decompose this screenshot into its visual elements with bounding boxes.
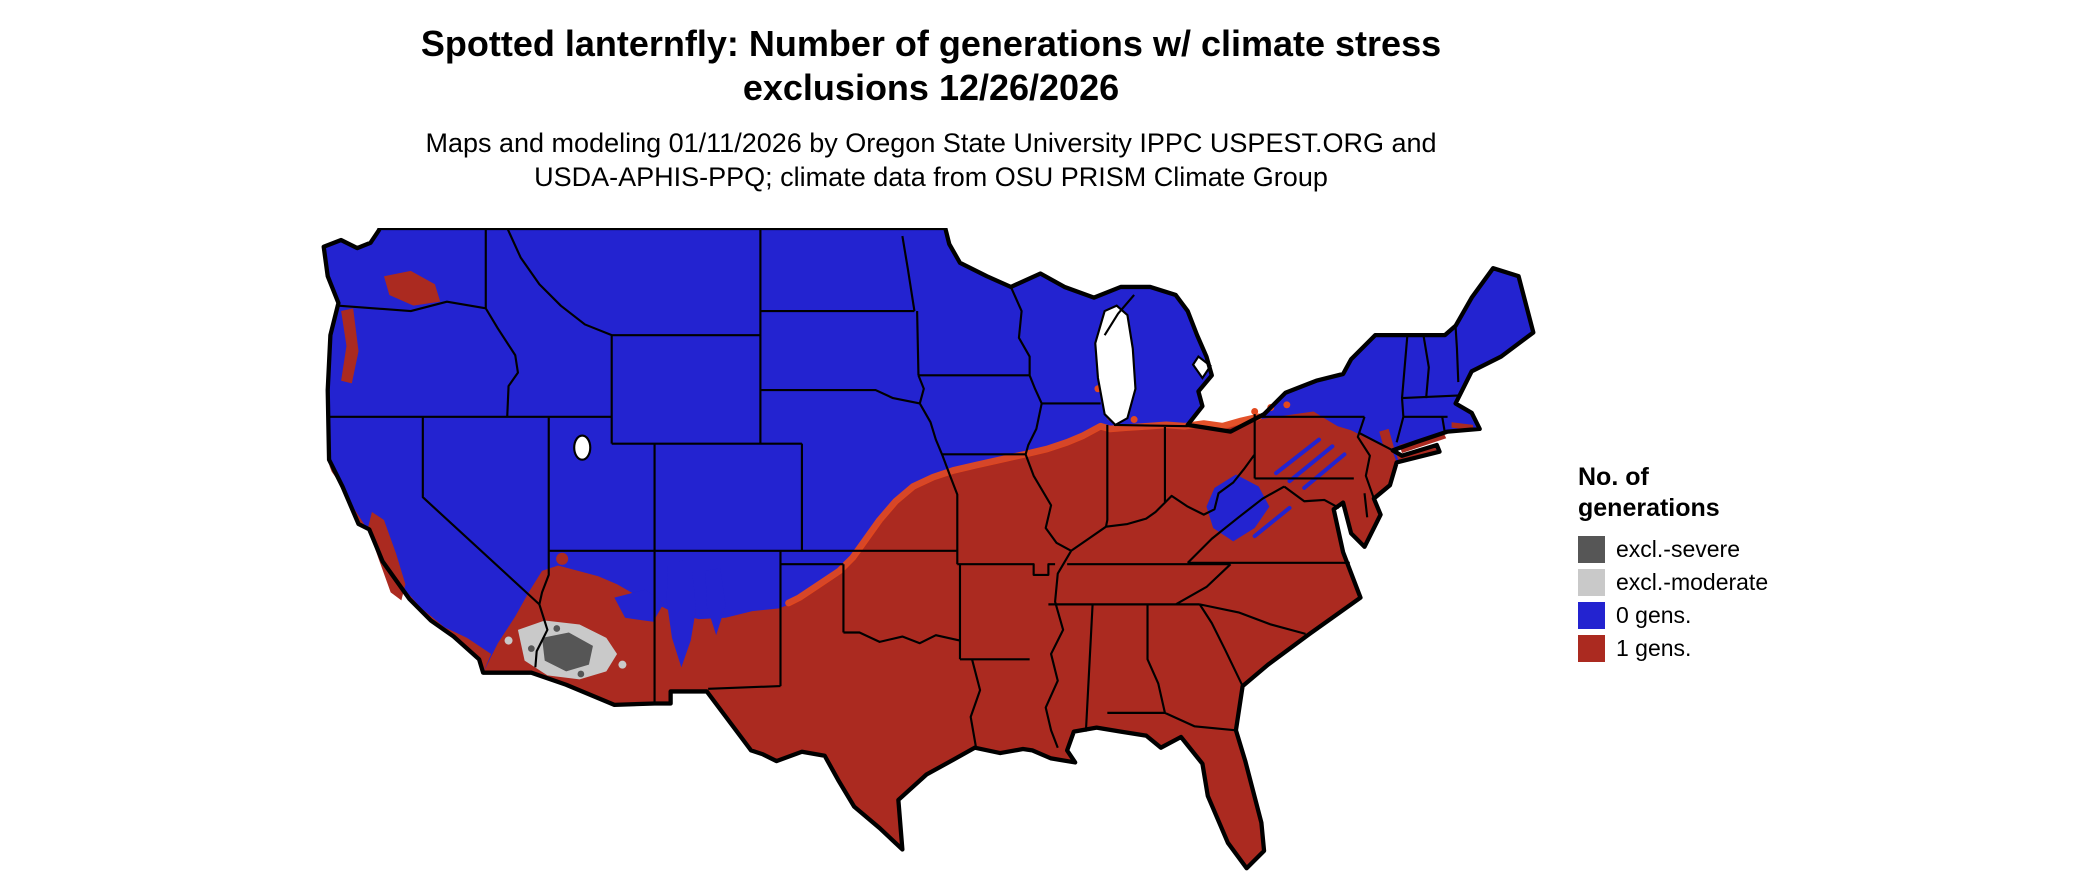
legend-item-one-gen: 1 gens. [1578,635,1768,662]
legend-swatch-excl-severe [1578,536,1605,563]
legend-label-excl-severe: excl.-severe [1616,536,1740,562]
legend-item-excl-moderate: excl.-moderate [1578,569,1768,596]
page-title-line2: exclusions 12/26/2026 [742,66,1120,108]
page-title: Spotted lanternfly: Number of generation… [0,22,1862,110]
blue-highland-patches [614,474,1270,668]
map-legend: No. of generations excl.-severe excl.-mo… [1578,462,1768,668]
legend-title: No. of generations [1578,463,1720,522]
page-title-line1: Spotted lanternfly: Number of generation… [420,23,1442,64]
header: Spotted lanternfly: Number of generation… [0,22,1862,195]
legend-item-excl-severe: excl.-severe [1578,536,1768,563]
page-subtitle-line1: Maps and modeling 01/11/2026 by Oregon S… [425,127,1437,158]
legend-swatch-one-gen [1578,635,1605,662]
legend-swatch-zero-gens [1578,602,1605,629]
great-salt-lake [573,434,592,461]
us-outline [321,228,1536,871]
legend-label-one-gen: 1 gens. [1616,635,1692,661]
us-map [317,228,1540,887]
exclusion-severe-region [527,625,593,678]
legend-swatch-excl-moderate [1578,569,1605,596]
appalachian-ridge-streaks [1252,437,1347,539]
state-borders [327,228,1460,749]
legend-label-excl-moderate: excl.-moderate [1616,569,1769,595]
legend-items: excl.-severe excl.-moderate 0 gens. 1 ge… [1578,536,1768,662]
us-map-svg [321,228,1536,871]
legend-label-zero-gens: 0 gens. [1616,602,1692,628]
page-subtitle-line2: USDA-APHIS-PPQ; climate data from OSU PR… [534,162,1328,193]
legend-item-zero-gens: 0 gens. [1578,602,1768,629]
page-subtitle: Maps and modeling 01/11/2026 by Oregon S… [0,126,1862,195]
